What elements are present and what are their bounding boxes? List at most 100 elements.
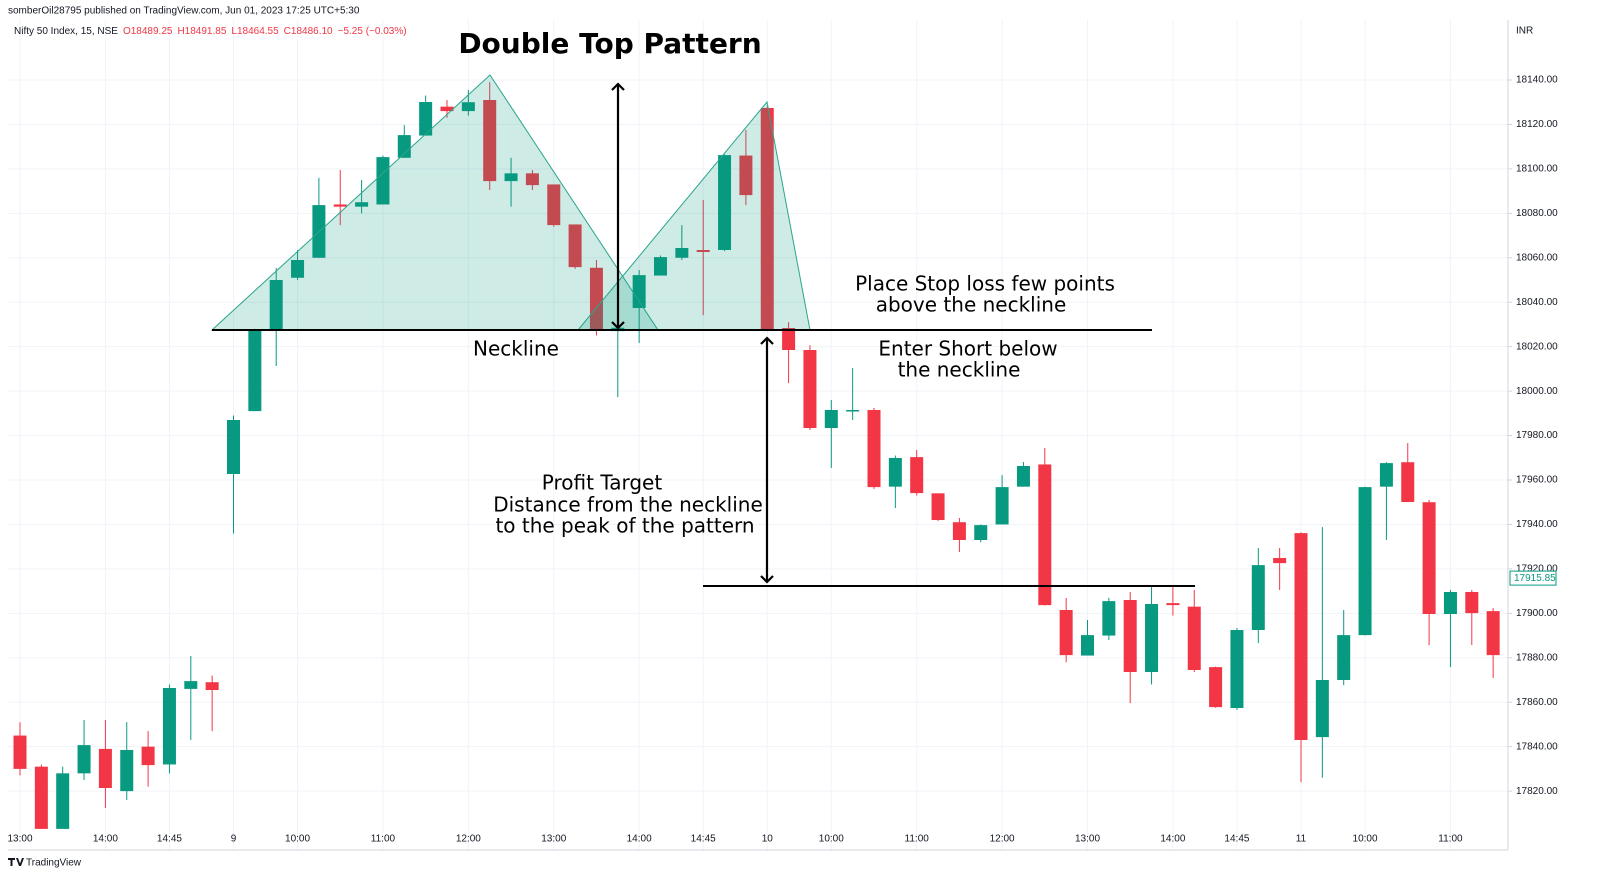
- candle-body: [1102, 601, 1116, 636]
- candle-body: [248, 330, 262, 412]
- candle-body: [1081, 635, 1094, 656]
- candle-body: [1187, 606, 1201, 670]
- y-tick-label: 17920.00: [1516, 564, 1558, 575]
- x-tick-label: 10:00: [819, 834, 844, 845]
- x-tick-label: 9: [231, 834, 237, 845]
- candle-body: [269, 280, 283, 330]
- candle-body: [654, 257, 667, 276]
- y-tick-label: 18120.00: [1516, 119, 1558, 130]
- x-tick-label: 10:00: [285, 834, 310, 845]
- candle-body: [291, 260, 305, 278]
- x-tick-label: 14:45: [691, 834, 716, 845]
- candle-body: [1358, 487, 1372, 636]
- candle-body: [995, 487, 1009, 525]
- x-tick-label: 11: [1296, 834, 1307, 845]
- candle-body: [1379, 463, 1393, 487]
- candle-body: [1422, 502, 1436, 614]
- x-tick-label: 11:00: [371, 834, 396, 845]
- candle-body: [1145, 604, 1159, 672]
- candle-body: [867, 410, 881, 488]
- candle-body: [1273, 558, 1287, 564]
- currency: INR: [1516, 26, 1533, 37]
- candle-body: [696, 250, 710, 252]
- candle-body: [739, 155, 753, 196]
- y-tick-label: 18020.00: [1516, 341, 1558, 352]
- candle-body: [504, 173, 518, 182]
- ohlc-value: C18486.10: [284, 26, 333, 37]
- candle-body: [525, 173, 539, 186]
- x-tick-label: 14:45: [157, 834, 182, 845]
- brand: TradingView: [26, 858, 82, 869]
- x-tick-label: 10: [762, 834, 774, 845]
- candles: [13, 82, 1500, 829]
- x-tick-label: 13:00: [541, 834, 566, 845]
- candle-body: [333, 204, 347, 207]
- candle-body: [397, 135, 411, 158]
- x-tick-label: 12:00: [456, 834, 481, 845]
- y-tick-label: 17940.00: [1516, 519, 1558, 530]
- candle-body: [34, 766, 48, 829]
- candle-body: [120, 750, 134, 792]
- x-tick-label: 11:00: [905, 834, 930, 845]
- x-tick-label: 10:00: [1353, 834, 1378, 845]
- y-tick-label: 17960.00: [1516, 475, 1558, 486]
- candle-body: [77, 745, 91, 774]
- y-tick-label: 18060.00: [1516, 252, 1558, 263]
- candle-body: [355, 202, 369, 207]
- candle-body: [1166, 603, 1180, 606]
- candle-body: [1443, 592, 1457, 614]
- annotation: above the neckline: [876, 293, 1067, 317]
- candle-body: [376, 157, 390, 205]
- candle-body: [205, 682, 219, 690]
- candle-body: [162, 688, 176, 765]
- y-tick-label: 18140.00: [1516, 75, 1558, 86]
- symbol: Nifty 50 Index, 15, NSE: [14, 26, 118, 37]
- candle-body: [718, 155, 732, 250]
- candle-body: [1038, 464, 1052, 606]
- candle-body: [98, 748, 112, 788]
- candle-body: [1486, 611, 1500, 656]
- candle-body: [419, 102, 433, 136]
- annotation: Profit Target: [542, 471, 663, 495]
- ohlc-value: O18489.25: [123, 26, 173, 37]
- candle-body: [184, 681, 198, 689]
- candle-body: [568, 224, 582, 268]
- candle-body: [13, 735, 27, 769]
- ohlc-value: H18491.85: [177, 26, 226, 37]
- y-tick-label: 18080.00: [1516, 208, 1558, 219]
- candle-body: [1465, 592, 1479, 614]
- candle-body: [1230, 630, 1244, 708]
- x-tick-label: 11:00: [1438, 834, 1463, 845]
- last-price-box: [1509, 570, 1557, 586]
- y-tick-label: 17980.00: [1516, 430, 1558, 441]
- y-tick-label: 17880.00: [1516, 652, 1558, 663]
- x-tick-label: 12:00: [990, 834, 1015, 845]
- y-tick-label: 17840.00: [1516, 741, 1558, 752]
- candle-body: [846, 410, 860, 412]
- candle-body: [141, 746, 155, 766]
- candle-body: [803, 350, 817, 428]
- candle-body: [1315, 680, 1329, 738]
- y-tick-label: 17860.00: [1516, 697, 1558, 708]
- candle-body: [952, 522, 966, 540]
- x-tick-label: 14:45: [1224, 834, 1249, 845]
- candle-body: [1251, 565, 1265, 630]
- annotation: Place Stop loss few points: [855, 272, 1115, 296]
- x-tick-label: 14:00: [93, 834, 118, 845]
- last-price-label: 17915.85: [1514, 573, 1556, 584]
- ohlc-value: −5.25 (−0.03%): [338, 26, 407, 37]
- symbol-info: Nifty 50 Index, 15, NSE O18489.25 H18491.8…: [14, 26, 407, 37]
- y-tick-label: 18040.00: [1516, 297, 1558, 308]
- candle-body: [782, 328, 796, 350]
- candle-body: [1059, 610, 1073, 656]
- annotation: to the peak of the pattern: [495, 514, 754, 538]
- x-tick-label: 14:00: [627, 834, 652, 845]
- candle-body: [675, 248, 689, 258]
- candle-body: [1294, 533, 1308, 740]
- candle-body: [1337, 635, 1351, 680]
- candle-body: [483, 100, 497, 182]
- x-tick-label: 13:00: [1075, 834, 1100, 845]
- candle-body: [931, 493, 945, 520]
